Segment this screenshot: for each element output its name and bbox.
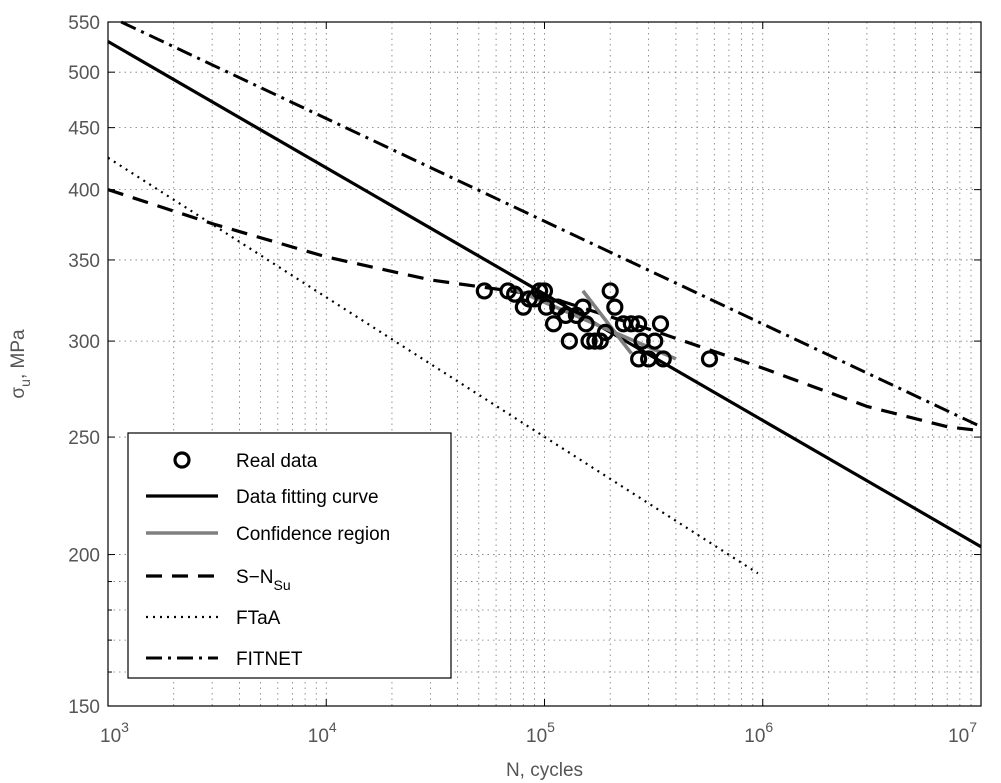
x-tick-label: 104 — [308, 719, 337, 747]
data-point — [535, 282, 554, 300]
y-tick-label: 400 — [68, 181, 100, 202]
y-tick-label: 300 — [68, 332, 100, 353]
data-point — [537, 298, 555, 316]
data-point — [591, 332, 609, 350]
x-tick-exponent: 7 — [969, 719, 977, 735]
x-tick-base: 10 — [526, 726, 547, 747]
legend-marker — [173, 451, 191, 469]
data-point — [560, 332, 578, 350]
data-point — [506, 285, 524, 303]
data-point — [580, 332, 598, 350]
legend-entry: Confidence region — [146, 524, 390, 545]
legend-entry: Real data — [173, 451, 318, 472]
data-point — [520, 290, 538, 308]
data-point — [630, 350, 648, 368]
x-tick-exponent: 6 — [765, 719, 773, 735]
data-point — [475, 282, 493, 300]
y-tick-label: 150 — [68, 697, 100, 718]
y-axis-title-subscript: u — [17, 379, 33, 387]
y-axis-title-symbol: σ — [8, 387, 29, 399]
legend-entry: FTaA — [146, 608, 281, 629]
legend-label: Confidence region — [236, 524, 390, 545]
y-tick-label: 450 — [68, 119, 100, 140]
data-point — [596, 323, 614, 341]
x-axis-title: N, cycles — [506, 760, 583, 781]
x-tick-label: 105 — [526, 719, 555, 747]
x-tick-exponent: 3 — [121, 719, 129, 735]
s-n-su-line — [107, 188, 982, 433]
data-point — [606, 298, 624, 316]
confidence-region-line — [581, 289, 633, 355]
data-point — [586, 332, 604, 350]
data-point — [574, 298, 592, 316]
legend-box — [127, 432, 452, 679]
legend-entry: FITNET — [146, 649, 303, 670]
y-axis-title: σu, MPa — [8, 329, 33, 399]
x-tick-label: 106 — [744, 719, 773, 747]
y-tick-label: 550 — [68, 13, 100, 34]
y-tick-label: 200 — [68, 546, 100, 567]
legend-label: FTaA — [236, 608, 281, 629]
data-point — [557, 306, 575, 325]
plot-series — [107, 20, 982, 575]
data-point — [601, 282, 619, 300]
axis-ticks: 103 104 105 106 1071502002503003504004505005… — [68, 13, 982, 747]
y-tick-label: 250 — [68, 428, 100, 449]
ftaa-line — [107, 156, 759, 575]
y-tick-label: 500 — [68, 63, 100, 84]
legend: Real data Data fitting curve Confidence re… — [127, 432, 452, 679]
legend-entry: Data fitting curve — [146, 487, 379, 508]
x-tick-base: 10 — [100, 726, 121, 747]
grid — [108, 22, 981, 706]
legend-entry: S−NSu — [146, 567, 291, 593]
data-point — [630, 315, 648, 333]
x-tick-exponent: 4 — [329, 719, 337, 735]
x-tick-base: 10 — [744, 726, 765, 747]
y-axis-title-unit: , MPa — [8, 329, 29, 379]
data-point — [622, 315, 640, 333]
legend-label: Data fitting curve — [236, 487, 379, 508]
y-tick-label: 350 — [68, 251, 100, 272]
x-tick-label: 103 — [100, 719, 129, 747]
x-tick-label: 107 — [948, 719, 977, 747]
legend-label: Real data — [236, 451, 318, 472]
data-point — [646, 332, 664, 350]
data-point — [544, 315, 563, 333]
data-point — [651, 315, 670, 333]
legend-label: S−NSu — [236, 567, 291, 593]
data-point — [700, 350, 719, 368]
x-tick-base: 10 — [948, 726, 969, 747]
fitnet-line — [120, 20, 982, 429]
x-tick-exponent: 5 — [547, 719, 555, 735]
x-tick-base: 10 — [308, 726, 329, 747]
data-point — [577, 315, 595, 333]
data-point — [654, 350, 672, 368]
legend-label: FITNET — [236, 649, 303, 670]
